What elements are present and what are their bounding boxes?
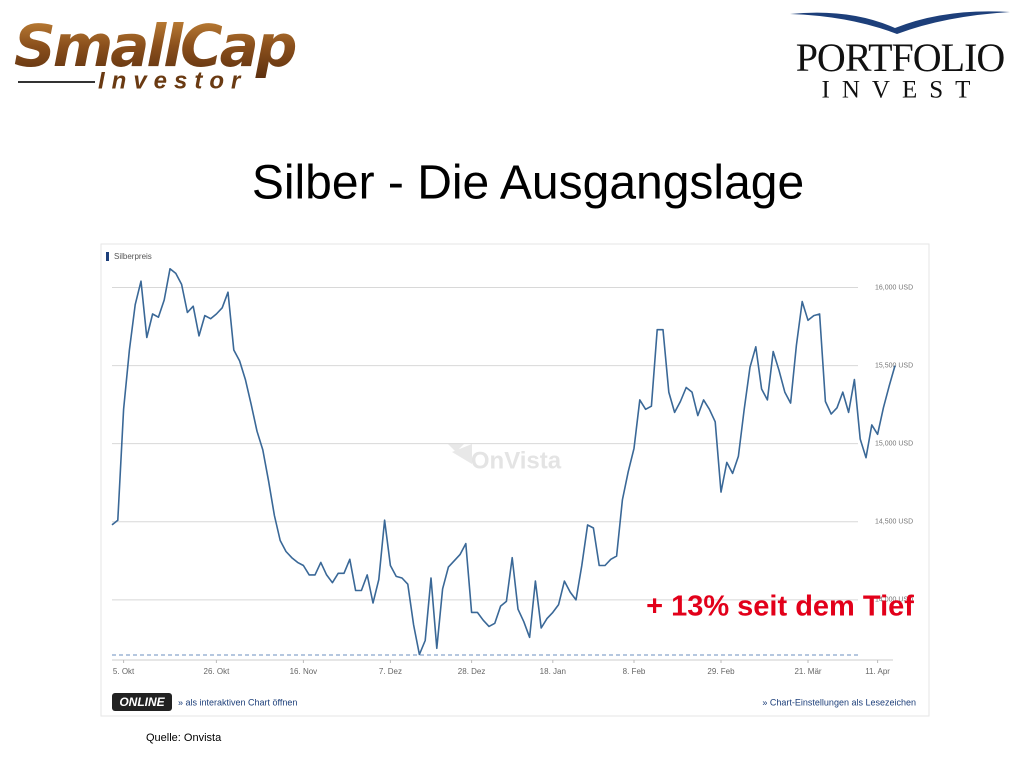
legend-swatch [106, 252, 109, 261]
plot: 14,000 USD 14,500 USD 15,000 USD 15,500 USD… [111, 268, 913, 676]
x-tick-label: 18. Jan [540, 667, 566, 676]
y-tick-label: 15,500 USD [875, 362, 913, 369]
x-tick-label: 26. Okt [204, 667, 231, 676]
slide-title: Silber - Die Ausgangslage [252, 157, 804, 210]
x-tick-label: 8. Feb [623, 667, 646, 676]
logo-right: PORTFOLIO [796, 35, 1005, 80]
online-badge-text[interactable]: ONLINE [119, 695, 165, 709]
x-tick-label: 28. Dez [458, 667, 486, 676]
source: Quelle: Onvista [146, 732, 222, 744]
watermark: OnVista [471, 447, 562, 474]
logo-right-sub: INVEST [822, 77, 983, 104]
y-tick-label: 14,500 USD [875, 519, 913, 526]
logo-left-sub: Investor [98, 67, 247, 94]
x-tick-label: 11. Apr [865, 667, 890, 676]
x-tick-label: 7. Dez [379, 667, 402, 676]
legend-label: Silberpreis [114, 252, 152, 261]
x-tick-label: 21. Mär [794, 667, 821, 676]
y-tick-label: 16,000 USD [875, 284, 913, 291]
link-interactive[interactable]: » als interaktiven Chart öffnen [178, 697, 297, 707]
logo-bird [790, 11, 1010, 34]
series-line [111, 268, 896, 656]
link-bookmark[interactable]: » Chart-Einstellungen als Lesezeichen [762, 697, 916, 707]
annotation: + 13% seit dem Tief [646, 591, 914, 623]
watermark-icon [448, 444, 472, 464]
x-tick-label: 5. Okt [113, 667, 135, 676]
x-tick-label: 16. Nov [290, 667, 318, 676]
y-tick-label: 14,000 USD [875, 597, 913, 604]
online-badge[interactable] [112, 693, 172, 711]
chart-frame [100, 243, 930, 717]
logo-left: SmallCap [14, 12, 296, 80]
x-tick-label: 29. Feb [707, 667, 735, 676]
y-tick-label: 15,000 USD [875, 441, 913, 448]
